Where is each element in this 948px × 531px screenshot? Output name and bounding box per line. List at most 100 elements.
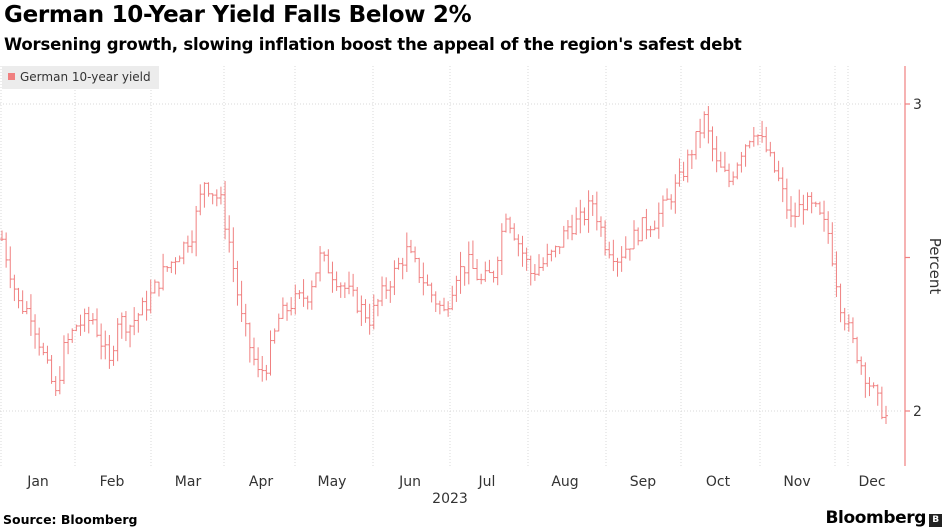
ohlc-bar [367, 303, 372, 335]
ohlc-bar [553, 245, 558, 258]
ohlc-bar [607, 241, 612, 259]
ohlc-bar [764, 126, 769, 153]
ohlc-bar [82, 308, 87, 332]
x-tick-label: Jan [26, 474, 49, 490]
chart-legend: German 10-year yield [2, 66, 159, 89]
ohlc-bar [41, 342, 46, 356]
ohlc-bar [396, 257, 401, 270]
ohlc-bar [165, 265, 170, 272]
ohlc-bar [619, 246, 624, 272]
ohlc-bar [780, 167, 785, 203]
ohlc-bar [582, 207, 587, 226]
ohlc-bar [276, 313, 281, 332]
ohlc-bar [256, 347, 261, 378]
ohlc-bar [231, 227, 236, 283]
y-tick-label: 3 [913, 97, 922, 113]
ohlc-bar [140, 297, 145, 316]
ohlc-bar [615, 257, 620, 277]
ohlc-bar [0, 230, 4, 242]
ohlc-bar [322, 251, 327, 262]
bloomberg-terminal-icon: B [929, 514, 942, 527]
ohlc-bar [660, 195, 665, 227]
ohlc-bar [520, 235, 525, 267]
ohlc-bar [359, 295, 364, 326]
gridlines [0, 66, 902, 466]
ohlc-bar [37, 327, 42, 356]
ohlc-bar [74, 324, 79, 332]
ohlc-bar [549, 249, 554, 262]
ohlc-bar [251, 337, 256, 366]
ohlc-bar [429, 282, 434, 303]
ohlc-bar [516, 234, 521, 257]
ohlc-bar [822, 200, 827, 232]
ohlc-bar [309, 280, 314, 310]
ohlc-bar [380, 276, 385, 307]
ohlc-bar [136, 312, 141, 333]
ohlc-bar [45, 345, 50, 364]
ohlc-bar [152, 279, 157, 294]
x-tick-label: Jul [478, 474, 496, 490]
ohlc-bar [830, 222, 835, 267]
ohlc-bar [470, 240, 475, 269]
x-tick-label: Aug [551, 474, 578, 490]
ohlc-bar [846, 314, 851, 332]
ohlc-bar [446, 301, 451, 317]
ohlc-bar [144, 290, 149, 321]
ohlc-bar [826, 211, 831, 244]
ohlc-bar [421, 262, 426, 296]
ohlc-bar [297, 290, 302, 300]
ohlc-bar [801, 194, 806, 225]
ohlc-bar [693, 131, 698, 160]
ohlc-bar [735, 162, 740, 180]
ohlc-bar [223, 180, 228, 240]
ohlc-bar [264, 364, 269, 381]
ohlc-bar [627, 248, 632, 261]
ohlc-bar [326, 249, 331, 274]
ohlc-bar [400, 257, 405, 280]
ohlc-bar [49, 355, 54, 384]
ohlc-bar [640, 217, 645, 242]
ohlc-bar [632, 220, 637, 250]
ohlc-bar [210, 193, 215, 205]
ohlc-bar [375, 298, 380, 317]
ohlc-bar [731, 171, 736, 186]
ohlc-bar [33, 314, 38, 349]
ohlc-bar [565, 220, 570, 240]
ohlc-bar [239, 280, 244, 322]
ohlc-bar [268, 330, 273, 376]
ohlc-bar [867, 377, 872, 397]
ohlc-bar [301, 279, 306, 307]
ohlc-bar [512, 223, 517, 241]
ohlc-bar [681, 161, 686, 182]
ohlc-bar [475, 259, 480, 281]
ohlc-bar [214, 189, 219, 207]
x-tick-label: Sep [630, 474, 657, 490]
ohlc-bar [760, 120, 765, 143]
ohlc-bar [313, 272, 318, 288]
x-tick-label: Jun [398, 474, 421, 490]
ohlc-bar [669, 194, 674, 210]
y-axis-ticks: 23 [905, 97, 922, 420]
ohlc-bar [156, 281, 161, 297]
ohlc-bar [442, 297, 446, 312]
ohlc-bar [813, 201, 818, 207]
ohlc-bar [797, 189, 802, 217]
ohlc-bar [487, 259, 492, 274]
ohlc-bar [458, 251, 463, 294]
ohlc-bar [371, 294, 376, 330]
ohlc-bar [561, 225, 566, 248]
ohlc-bar [776, 160, 781, 182]
ohlc-bar [574, 207, 579, 235]
ohlc-bar [677, 158, 682, 187]
ohlc-bar [53, 376, 58, 396]
ohlc-bar [107, 334, 112, 369]
ohlc-bar [623, 236, 628, 259]
ohlc-bar [119, 312, 124, 339]
ohlc-bar [884, 405, 888, 425]
ohlc-bar [842, 307, 847, 331]
ohlc-bar [747, 140, 752, 149]
ohlc-bar [710, 126, 715, 162]
ohlc-bar [115, 318, 120, 362]
ohlc-bar [177, 255, 182, 263]
ohlc-bar [417, 257, 422, 283]
